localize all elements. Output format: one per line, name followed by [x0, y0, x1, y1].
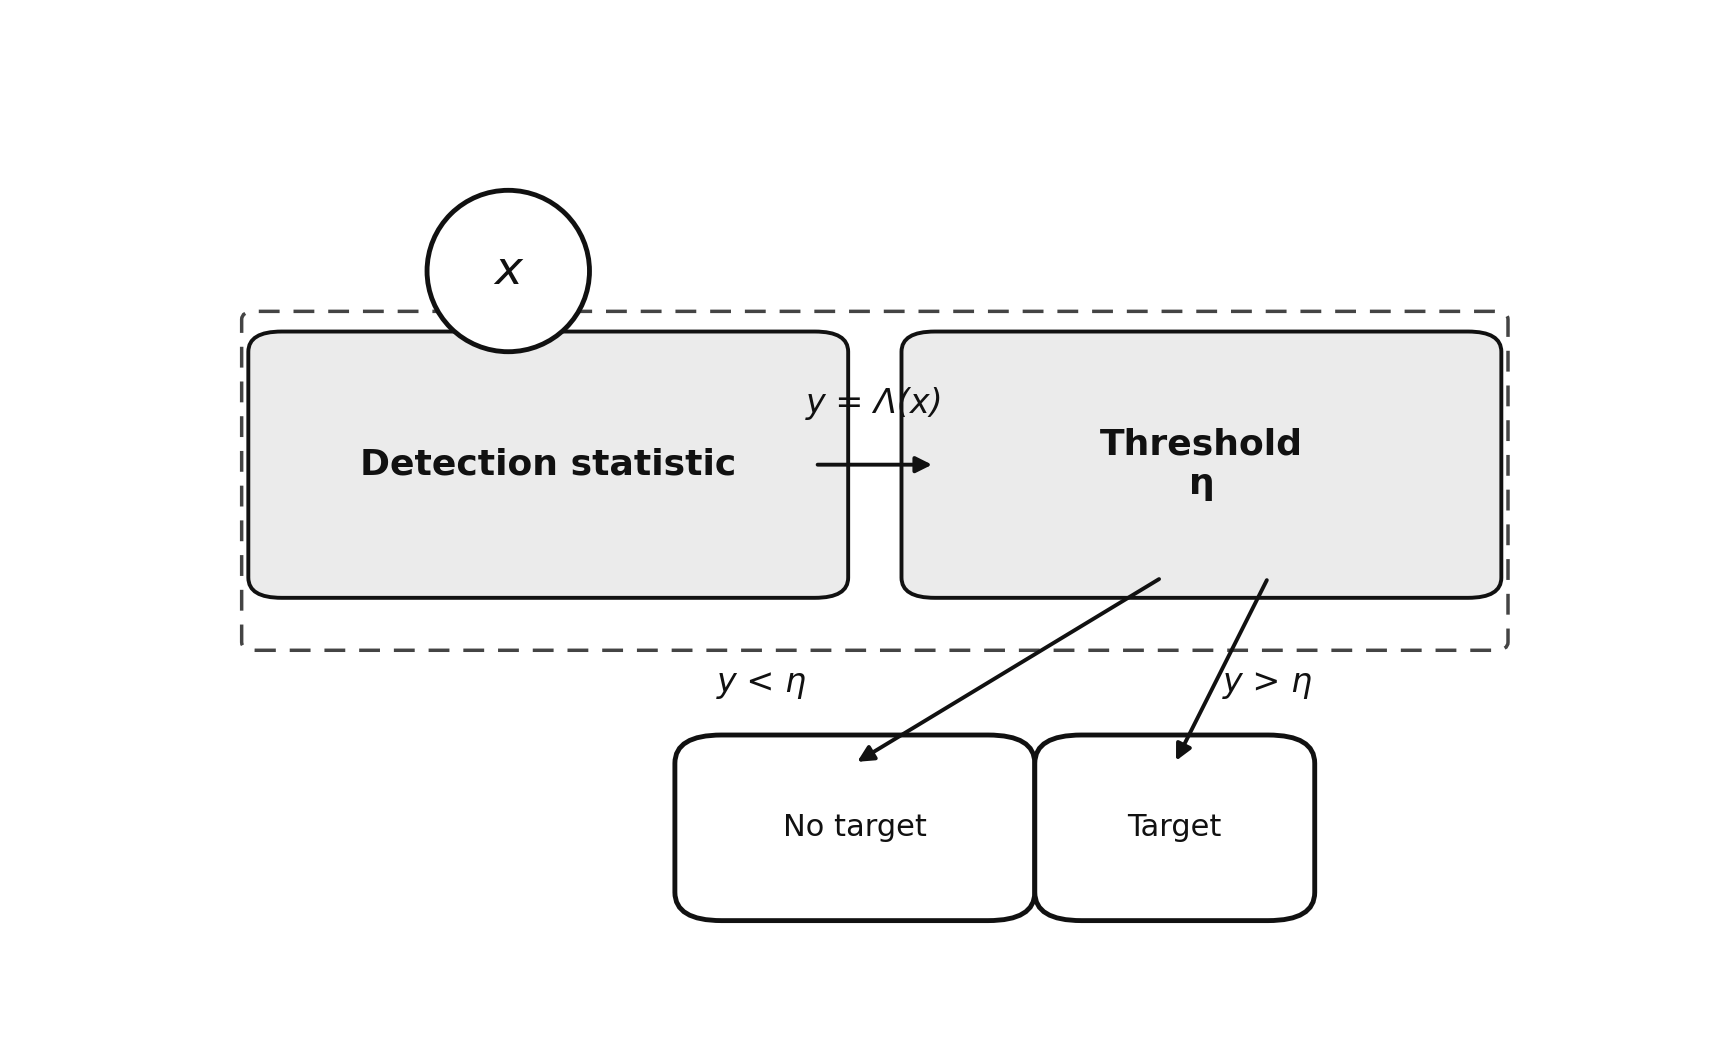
Text: Detection statistic: Detection statistic	[359, 447, 736, 482]
FancyBboxPatch shape	[1035, 735, 1314, 920]
FancyBboxPatch shape	[248, 331, 848, 597]
Text: No target: No target	[783, 813, 927, 843]
FancyBboxPatch shape	[901, 331, 1502, 597]
Text: y = Λ(x): y = Λ(x)	[807, 388, 944, 420]
Text: Threshold
η: Threshold η	[1099, 428, 1304, 501]
Text: Target: Target	[1128, 813, 1221, 843]
FancyBboxPatch shape	[674, 735, 1035, 920]
Text: y < η: y < η	[717, 667, 807, 699]
Text: x: x	[494, 248, 523, 293]
Text: y > η: y > η	[1223, 667, 1312, 699]
Ellipse shape	[427, 191, 590, 352]
